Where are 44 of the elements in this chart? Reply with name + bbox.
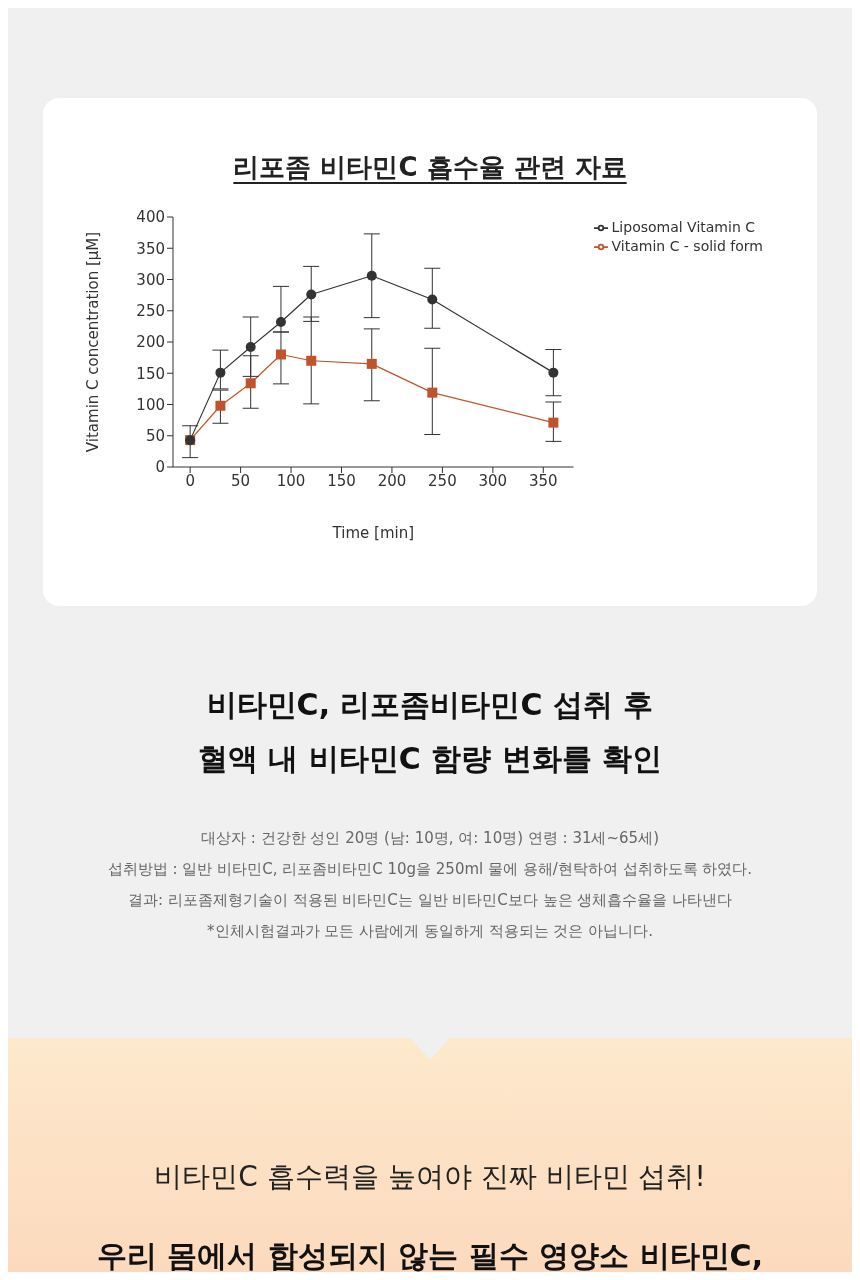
y-tick-label: 300 bbox=[136, 270, 165, 289]
y-tick-label: 400 bbox=[136, 208, 165, 227]
point bbox=[366, 358, 377, 369]
y-tick-label: 350 bbox=[136, 239, 165, 258]
x-tick-label: 150 bbox=[327, 471, 356, 490]
y-tick-label: 200 bbox=[136, 333, 165, 352]
x-tick-label: 100 bbox=[276, 471, 306, 490]
point bbox=[548, 417, 559, 428]
x-tick-label: 0 bbox=[185, 471, 195, 490]
point bbox=[275, 349, 286, 360]
text: 비타민C 흡수력을 높여야 진짜 비타민 섭취! bbox=[153, 1159, 707, 1195]
point bbox=[427, 387, 438, 398]
text: 대상자 : 건강한 성인 20명 (남: 10명, 여: 10명) 연령 : 31세~65세) bbox=[200, 828, 660, 849]
point bbox=[245, 378, 256, 389]
point bbox=[548, 367, 559, 378]
y-tick-label: 150 bbox=[136, 364, 165, 383]
text: 혈액 내 비타민C 함량 변화를 확인 bbox=[196, 740, 664, 778]
x-tick-label: 300 bbox=[478, 471, 508, 490]
text: 비타민C, 리포좀비타민C 섭취 후 bbox=[205, 686, 655, 724]
y-tick-label: 0 bbox=[155, 458, 165, 477]
text: 우리 몸에서 합성되지 않는 필수 영양소 비타민C, bbox=[95, 1237, 765, 1274]
y-axis-title: Vitamin C concentration [μM] bbox=[84, 231, 103, 453]
point bbox=[427, 294, 438, 305]
x-tick-label: 200 bbox=[377, 471, 407, 490]
y-tick-label: 100 bbox=[136, 395, 165, 414]
point bbox=[275, 317, 286, 327]
x-axis-title: Time [min] bbox=[331, 523, 415, 542]
chart-title: 리포좀 비타민C 흡수율 관련 자료 bbox=[233, 152, 627, 182]
legend-label: Liposomal Vitamin C bbox=[611, 219, 755, 235]
point bbox=[366, 270, 377, 281]
y-tick-label: 50 bbox=[145, 427, 165, 446]
y-tick-label: 250 bbox=[136, 302, 165, 321]
point bbox=[215, 400, 226, 411]
point bbox=[215, 367, 226, 378]
point bbox=[306, 289, 317, 300]
text: *인체시험결과가 모든 사람에게 동일하게 적용되는 것은 아닙니다. bbox=[206, 921, 654, 942]
point bbox=[245, 342, 256, 352]
text: 섭취방법 : 일반 비타민C, 리포좀비타민C 10g을 250ml 물에 용해/현탁하여 섭취하도록 하였다. bbox=[106, 859, 754, 880]
text: 결과: 리포좀제형기술이 적용된 비타민C는 일반 비타민C보다 높은 생체흡수율을 나타낸다 bbox=[126, 890, 734, 911]
x-tick-label: 250 bbox=[428, 471, 457, 490]
point bbox=[306, 355, 317, 366]
x-tick-label: 350 bbox=[528, 471, 558, 490]
x-tick-label: 50 bbox=[231, 471, 251, 490]
legend-label: Vitamin C - solid form bbox=[611, 238, 763, 254]
